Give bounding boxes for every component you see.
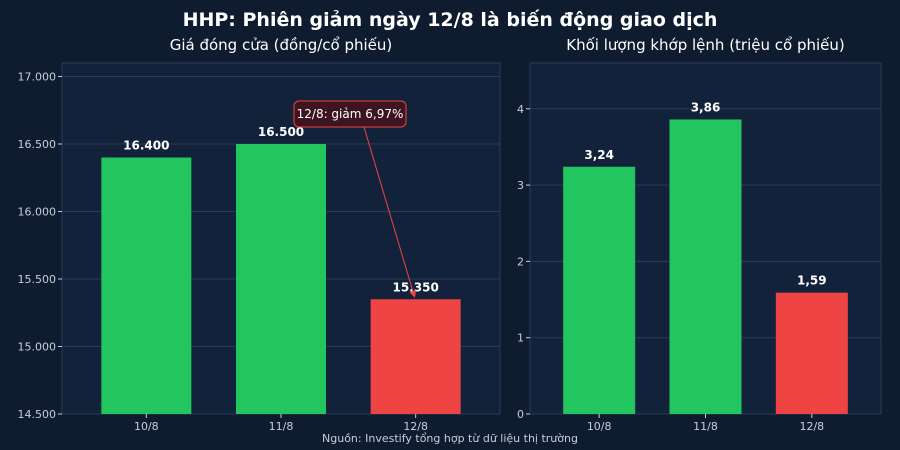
y-tick-label: 0 — [517, 408, 524, 421]
bar-value-label: 3,24 — [584, 148, 614, 162]
bar-value-label: 3,86 — [691, 100, 721, 114]
bar-10-8 — [563, 166, 636, 414]
y-tick-label: 15.000 — [18, 341, 57, 354]
x-tick-label: 10/8 — [134, 420, 159, 433]
bar-11-8 — [236, 144, 326, 414]
subplot-title-1: Giá đóng cửa (đồng/cổ phiếu) — [170, 36, 393, 54]
x-tick-label: 12/8 — [799, 420, 824, 433]
bar-value-label: 16.400 — [123, 139, 169, 153]
annotation-arrow — [363, 126, 417, 298]
source-note: Nguồn: Investify tổng hợp từ dữ liệu thị… — [322, 432, 578, 445]
x-tick-label: 11/8 — [693, 420, 718, 433]
y-tick-label: 14.500 — [18, 408, 57, 421]
y-tick-label: 1 — [517, 332, 524, 345]
y-tick-label: 15.500 — [18, 273, 57, 286]
bar-11-8 — [669, 119, 742, 415]
bar-value-label: 15.350 — [393, 280, 439, 294]
subplot-title-2: Khối lượng khớp lệnh (triệu cổ phiếu) — [566, 36, 845, 54]
bar-12-8 — [370, 299, 461, 414]
bar-value-label: 1,59 — [797, 274, 827, 288]
y-tick-label: 17.000 — [18, 71, 57, 84]
bar-10-8 — [101, 157, 192, 414]
bar-12-8 — [775, 292, 848, 414]
chart-title: HHP: Phiên giảm ngày 12/8 là biến động g… — [183, 8, 718, 31]
y-tick-label: 2 — [517, 255, 524, 268]
y-tick-label: 16.500 — [18, 138, 57, 151]
annotation-box — [293, 100, 407, 128]
x-tick-label: 12/8 — [403, 420, 428, 433]
x-tick-label: 10/8 — [587, 420, 612, 433]
y-tick-label: 4 — [517, 103, 524, 116]
y-tick-label: 16.000 — [18, 206, 57, 219]
annotation-text: 12/8: giảm 6,97% — [297, 107, 404, 121]
bar-value-label: 16.500 — [258, 125, 304, 139]
y-tick-label: 3 — [517, 179, 524, 192]
x-tick-label: 11/8 — [269, 420, 294, 433]
